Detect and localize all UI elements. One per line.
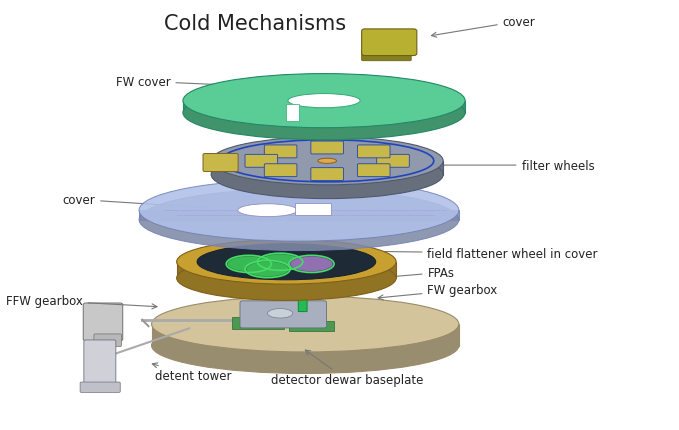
Text: Cold Mechanisms: Cold Mechanisms: [164, 14, 346, 34]
Ellipse shape: [197, 244, 375, 280]
FancyBboxPatch shape: [295, 204, 331, 216]
Ellipse shape: [139, 180, 459, 242]
Polygon shape: [151, 324, 459, 346]
FancyBboxPatch shape: [377, 155, 409, 168]
Ellipse shape: [183, 74, 465, 129]
Ellipse shape: [238, 204, 297, 217]
FancyBboxPatch shape: [80, 382, 120, 393]
Text: cover: cover: [431, 15, 536, 38]
Ellipse shape: [268, 309, 293, 318]
Ellipse shape: [177, 256, 396, 301]
FancyBboxPatch shape: [240, 301, 327, 328]
Text: field flattener wheel in cover: field flattener wheel in cover: [347, 247, 598, 260]
Ellipse shape: [151, 318, 459, 374]
FancyBboxPatch shape: [94, 334, 122, 347]
FancyBboxPatch shape: [289, 322, 334, 331]
Polygon shape: [177, 262, 396, 279]
FancyBboxPatch shape: [357, 164, 390, 177]
Polygon shape: [287, 105, 299, 122]
FancyBboxPatch shape: [84, 340, 116, 390]
Text: FW gearbox: FW gearbox: [378, 283, 498, 300]
Polygon shape: [183, 101, 465, 114]
Text: detent tower: detent tower: [152, 363, 232, 382]
Text: FPAs: FPAs: [344, 266, 454, 283]
Ellipse shape: [290, 257, 333, 272]
FancyBboxPatch shape: [264, 146, 297, 159]
Ellipse shape: [288, 94, 360, 108]
Ellipse shape: [318, 159, 337, 164]
Text: cover: cover: [62, 194, 207, 210]
Text: filter wheels: filter wheels: [432, 159, 594, 172]
FancyBboxPatch shape: [311, 168, 344, 181]
Text: detector dewar baseplate: detector dewar baseplate: [271, 350, 423, 387]
FancyBboxPatch shape: [357, 146, 390, 159]
Polygon shape: [211, 161, 443, 175]
FancyBboxPatch shape: [362, 30, 417, 56]
Ellipse shape: [151, 296, 459, 352]
FancyBboxPatch shape: [203, 154, 238, 172]
Ellipse shape: [246, 262, 289, 277]
FancyBboxPatch shape: [84, 303, 123, 341]
FancyBboxPatch shape: [298, 283, 307, 312]
FancyBboxPatch shape: [362, 52, 411, 61]
FancyBboxPatch shape: [232, 317, 284, 329]
Ellipse shape: [227, 257, 270, 272]
Ellipse shape: [177, 240, 396, 284]
FancyBboxPatch shape: [245, 155, 278, 168]
Ellipse shape: [211, 138, 443, 185]
Text: FFW gearbox: FFW gearbox: [5, 294, 157, 309]
Ellipse shape: [139, 189, 459, 251]
FancyBboxPatch shape: [264, 164, 297, 177]
Ellipse shape: [259, 255, 301, 270]
Ellipse shape: [183, 86, 465, 141]
FancyBboxPatch shape: [311, 142, 344, 154]
Ellipse shape: [211, 151, 443, 199]
Text: FW cover: FW cover: [115, 76, 289, 91]
Polygon shape: [139, 211, 459, 220]
